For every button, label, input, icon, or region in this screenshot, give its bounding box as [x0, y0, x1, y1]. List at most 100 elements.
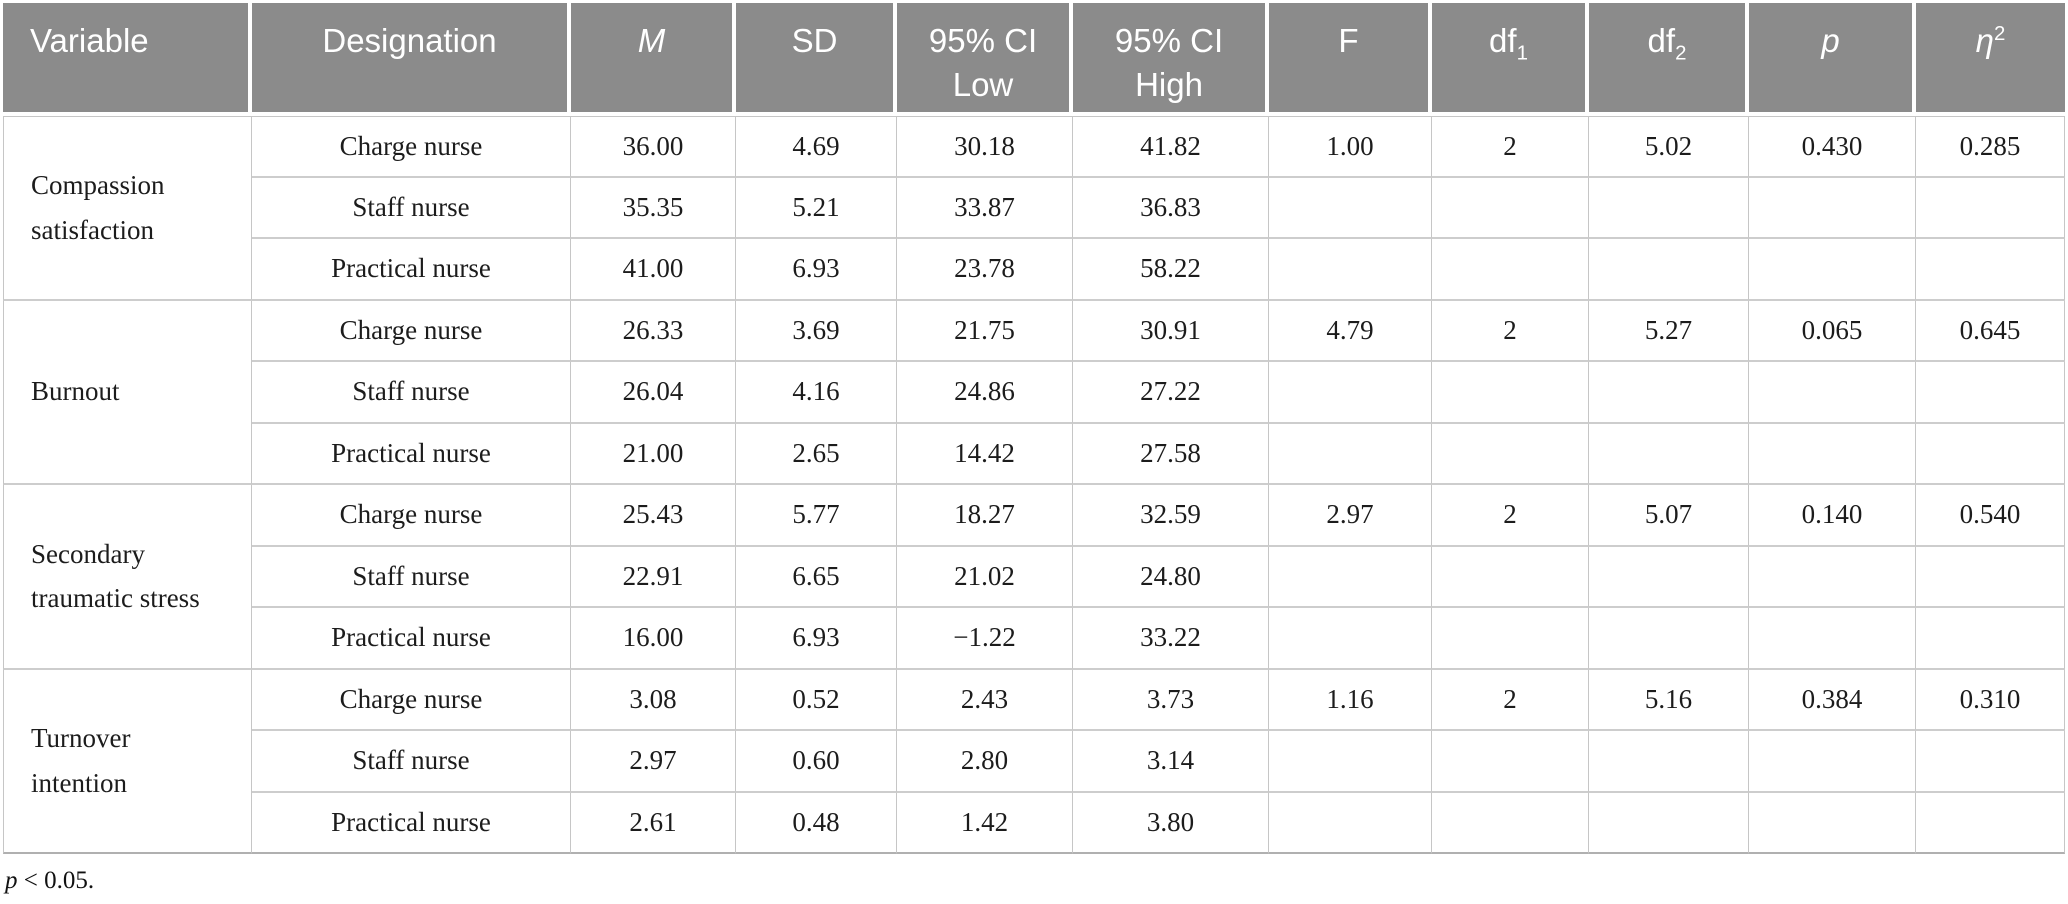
p-cell: 0.384	[1749, 669, 1916, 731]
p-cell	[1749, 731, 1916, 793]
f-cell: 4.79	[1269, 300, 1432, 362]
table-row: Staff nurse 35.35 5.21 33.87 36.83	[3, 177, 2065, 239]
p-symbol: p	[1821, 22, 1840, 59]
m-cell: 25.43	[571, 485, 736, 547]
table-row: Practical nurse 16.00 6.93 −1.22 33.22	[3, 608, 2065, 670]
df1-cell	[1432, 362, 1589, 424]
m-cell: 21.00	[571, 423, 736, 485]
p-cell	[1749, 239, 1916, 301]
ci-low-cell: 33.87	[897, 177, 1073, 239]
ci-high-cell: 33.22	[1073, 608, 1269, 670]
f-cell: 1.16	[1269, 669, 1432, 731]
ci-high-cell: 24.80	[1073, 546, 1269, 608]
df2-cell	[1589, 792, 1749, 854]
significance-note: p < 0.05.	[5, 867, 2065, 895]
p-cell	[1749, 362, 1916, 424]
designation-cell: Staff nurse	[252, 177, 571, 239]
ci-low-cell: 2.80	[897, 731, 1073, 793]
ci-high-cell: 32.59	[1073, 485, 1269, 547]
designation-cell: Charge nurse	[252, 669, 571, 731]
df1-cell	[1432, 792, 1589, 854]
sd-cell: 4.16	[736, 362, 897, 424]
ci-low-cell: 21.75	[897, 300, 1073, 362]
m-cell: 16.00	[571, 608, 736, 670]
designation-cell: Staff nurse	[252, 362, 571, 424]
m-cell: 22.91	[571, 546, 736, 608]
m-cell: 26.04	[571, 362, 736, 424]
header-cell-mean: M	[571, 3, 736, 116]
ci-low-cell: 23.78	[897, 239, 1073, 301]
df2-subscript: 2	[1675, 41, 1687, 65]
significance-note-text: < 0.05.	[17, 867, 95, 894]
df2-cell	[1589, 546, 1749, 608]
sd-cell: 6.93	[736, 239, 897, 301]
eta2-cell: 0.645	[1916, 300, 2065, 362]
table-row: Turnover intention Charge nurse 3.08 0.5…	[3, 669, 2065, 854]
header-cell-variable: Variable	[3, 3, 252, 116]
table-row: Practical nurse 21.00 2.65 14.42 27.58	[3, 423, 2065, 485]
table-row: Practical nurse 41.00 6.93 23.78 58.22	[3, 239, 2065, 301]
ci-low-cell: 14.42	[897, 423, 1073, 485]
variable-cell: Burnout	[3, 300, 252, 485]
ci-high-cell: 27.58	[1073, 423, 1269, 485]
f-cell	[1269, 731, 1432, 793]
df1-cell	[1432, 177, 1589, 239]
table-row: Staff nurse 22.91 6.65 21.02 24.80	[3, 546, 2065, 608]
m-cell: 26.33	[571, 300, 736, 362]
ci-low-line1: 95% CI	[928, 22, 1038, 59]
df1-cell: 2	[1432, 300, 1589, 362]
df1-cell	[1432, 239, 1589, 301]
df2-cell	[1589, 239, 1749, 301]
sd-cell: 5.77	[736, 485, 897, 547]
p-symbol: p	[5, 867, 18, 894]
designation-cell: Charge nurse	[252, 116, 571, 178]
table-row: Secondary traumatic stress Charge nurse …	[3, 485, 2065, 670]
ci-high-cell: 58.22	[1073, 239, 1269, 301]
table-row: Burnout Charge nurse 26.33 3.69 21.75 30…	[3, 300, 2065, 485]
sd-cell: 2.65	[736, 423, 897, 485]
header-cell-ci-low: 95% CI Low	[897, 3, 1073, 116]
df1-cell: 2	[1432, 116, 1589, 178]
df1-cell	[1432, 608, 1589, 670]
table-row: Practical nurse 2.61 0.48 1.42 3.80	[3, 792, 2065, 854]
ci-low-cell: 21.02	[897, 546, 1073, 608]
ci-high-cell: 30.91	[1073, 300, 1269, 362]
ci-high-cell: 3.73	[1073, 669, 1269, 731]
m-cell: 36.00	[571, 116, 736, 178]
eta-symbol: η	[1975, 22, 1994, 59]
designation-cell: Practical nurse	[252, 608, 571, 670]
header-cell-designation: Designation	[252, 3, 571, 116]
f-cell	[1269, 239, 1432, 301]
df2-cell	[1589, 423, 1749, 485]
p-cell: 0.430	[1749, 116, 1916, 178]
f-cell	[1269, 362, 1432, 424]
sd-cell: 5.21	[736, 177, 897, 239]
df2-cell: 5.16	[1589, 669, 1749, 731]
table-row: Staff nurse 2.97 0.60 2.80 3.14	[3, 731, 2065, 793]
ci-high-line1: 95% CI	[1114, 22, 1224, 59]
p-cell: 0.065	[1749, 300, 1916, 362]
eta2-cell: 0.285	[1916, 116, 2065, 178]
ci-high-cell: 41.82	[1073, 116, 1269, 178]
p-cell	[1749, 608, 1916, 670]
eta2-cell	[1916, 792, 2065, 854]
df1-cell: 2	[1432, 485, 1589, 547]
designation-cell: Practical nurse	[252, 792, 571, 854]
df1-cell	[1432, 423, 1589, 485]
header-cell-sd: SD	[736, 3, 897, 116]
sd-cell: 0.52	[736, 669, 897, 731]
header-cell-df1: df1	[1432, 3, 1589, 116]
sd-cell: 0.60	[736, 731, 897, 793]
ci-low-cell: 2.43	[897, 669, 1073, 731]
ci-low-cell: 1.42	[897, 792, 1073, 854]
mean-symbol: M	[637, 22, 666, 59]
eta2-cell: 0.310	[1916, 669, 2065, 731]
df2-cell: 5.27	[1589, 300, 1749, 362]
header-cell-p: p	[1749, 3, 1916, 116]
sd-cell: 0.48	[736, 792, 897, 854]
m-cell: 41.00	[571, 239, 736, 301]
p-cell	[1749, 546, 1916, 608]
p-cell: 0.140	[1749, 485, 1916, 547]
table-row: Staff nurse 26.04 4.16 24.86 27.22	[3, 362, 2065, 424]
eta2-cell	[1916, 362, 2065, 424]
